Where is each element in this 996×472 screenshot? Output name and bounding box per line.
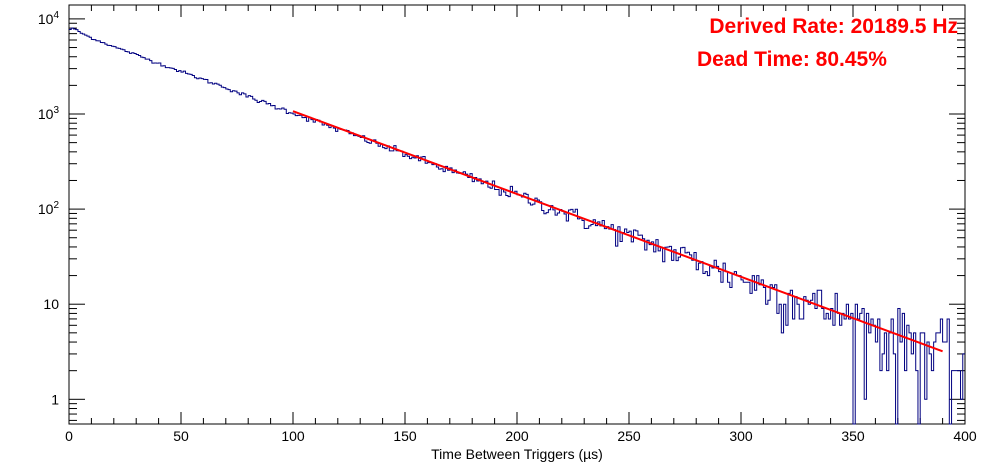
fit-line-series <box>292 110 943 353</box>
y-tick-labels: 1 10 102 103 104 <box>38 10 60 407</box>
y-tick-label: 104 <box>38 10 60 27</box>
x-tick-labels: 0 50 100 150 200 250 300 350 400 <box>65 428 977 444</box>
x-tick-label: 100 <box>281 428 305 444</box>
x-tick-label: 0 <box>65 428 73 444</box>
x-tick-label: 350 <box>841 428 865 444</box>
x-tick-label: 50 <box>173 428 189 444</box>
x-tick-label: 200 <box>505 428 529 444</box>
data-histogram-series <box>69 27 965 425</box>
dead-time-annotation: Dead Time: 80.45% <box>697 48 887 71</box>
y-tick-label: 1 <box>51 391 59 407</box>
x-tick-label: 300 <box>729 428 753 444</box>
axis-ticks <box>68 5 966 424</box>
x-tick-label: 150 <box>393 428 417 444</box>
x-axis-label: Time Between Triggers (µs) <box>431 446 603 462</box>
y-tick-label: 10 <box>43 296 59 312</box>
x-tick-label: 400 <box>953 428 977 444</box>
x-tick-label: 250 <box>617 428 641 444</box>
y-tick-label: 103 <box>38 105 60 122</box>
derived-rate-annotation: Derived Rate: 20189.5 Hz <box>709 15 958 38</box>
y-tick-label: 102 <box>38 200 60 217</box>
